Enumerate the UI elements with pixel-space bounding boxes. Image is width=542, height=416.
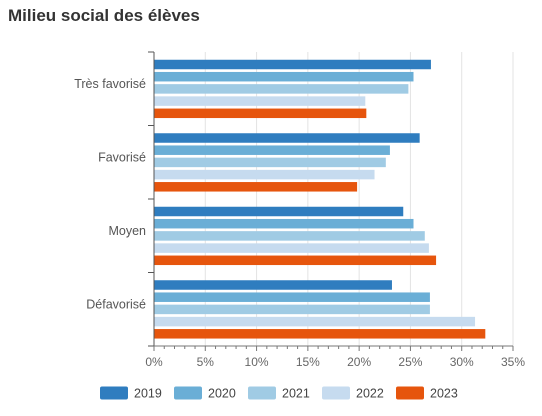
bar [154, 108, 367, 119]
bar [154, 316, 476, 327]
category-labels: Très favorisé Favorisé Moyen Défavorisé [74, 77, 146, 312]
legend-swatch [100, 386, 128, 400]
x-tick-labels: 0% 5% 10% 15% 20% 25% 30% 35% [145, 355, 525, 369]
bar [154, 157, 386, 168]
legend-label: 2021 [282, 386, 310, 400]
bar [154, 255, 437, 266]
bar [154, 84, 409, 94]
bars [154, 59, 486, 339]
bar [154, 292, 430, 302]
x-tick-label: 15% [296, 355, 320, 369]
legend-swatch [174, 386, 202, 400]
legend-swatch [248, 386, 276, 400]
legend-label: 2020 [208, 386, 236, 400]
bar [154, 280, 392, 290]
chart-title: Milieu social des élèves [8, 6, 200, 25]
x-tick-label: 0% [145, 355, 163, 369]
legend: 2019 2020 2021 2022 2023 [100, 386, 458, 400]
bar [154, 218, 414, 229]
category-label: Défavorisé [86, 298, 146, 312]
legend-item-2020[interactable]: 2020 [174, 386, 236, 400]
x-tick-label: 20% [347, 355, 371, 369]
legend-label: 2023 [430, 386, 458, 400]
x-tick-label: 5% [197, 355, 215, 369]
legend-swatch [322, 386, 350, 400]
legend-item-2023[interactable]: 2023 [396, 386, 458, 400]
bar [154, 96, 366, 106]
bar [154, 133, 420, 143]
category-label: Très favorisé [74, 77, 146, 91]
x-tick-label: 30% [450, 355, 474, 369]
bar [154, 71, 414, 82]
legend-label: 2022 [356, 386, 384, 400]
legend-label: 2019 [134, 386, 162, 400]
legend-item-2019[interactable]: 2019 [100, 386, 162, 400]
bar [154, 231, 425, 241]
bar [154, 59, 431, 70]
bar [154, 182, 358, 192]
bar [154, 243, 429, 253]
x-tick-label: 10% [245, 355, 269, 369]
bar [154, 169, 375, 180]
category-label: Favorisé [98, 151, 146, 165]
bar [154, 329, 486, 339]
legend-item-2021[interactable]: 2021 [248, 386, 310, 400]
axes [148, 51, 514, 351]
x-tick-label: 35% [501, 355, 525, 369]
bar [154, 145, 390, 155]
bar [154, 206, 404, 217]
category-label: Moyen [108, 224, 146, 238]
bar [154, 304, 430, 315]
legend-item-2022[interactable]: 2022 [322, 386, 384, 400]
legend-swatch [396, 386, 424, 400]
x-tick-label: 25% [398, 355, 422, 369]
